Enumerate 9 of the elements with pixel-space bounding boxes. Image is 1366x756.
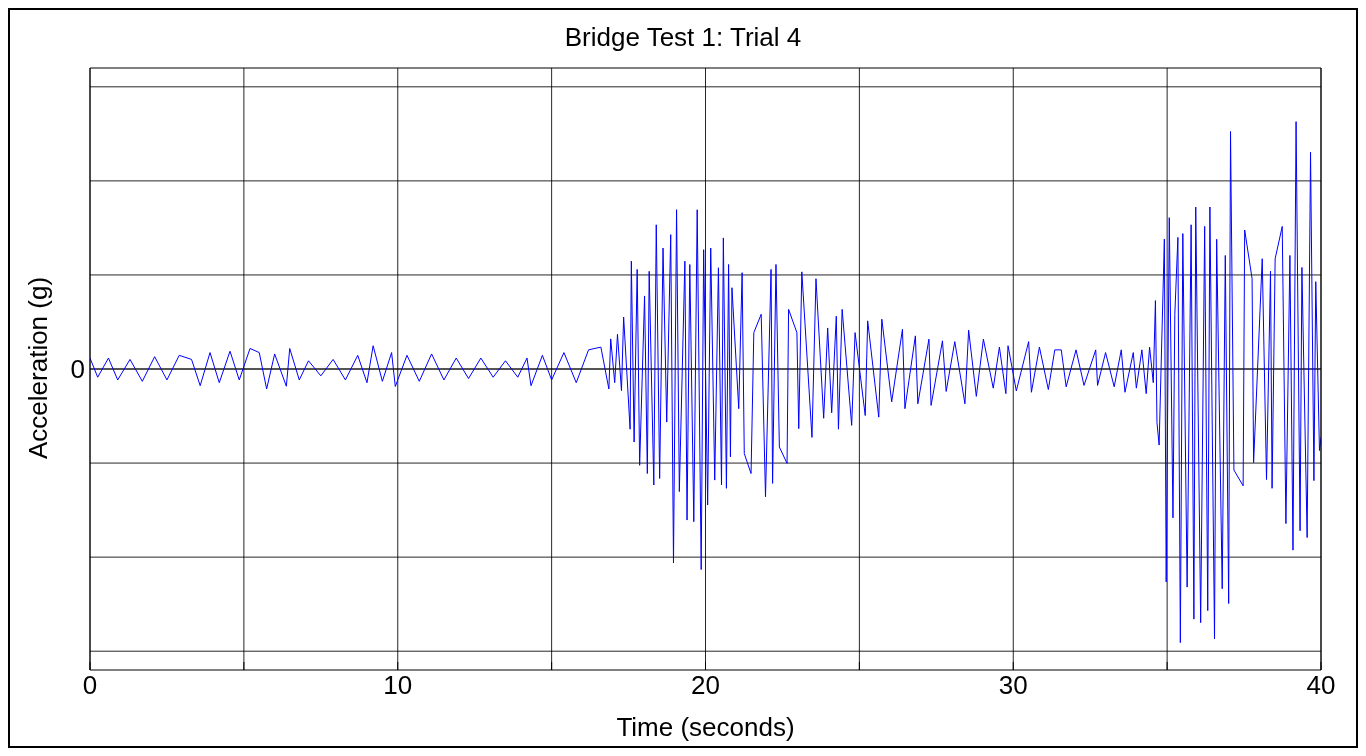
ref-line-label: 0 [70,354,85,385]
x-tick-label: 10 [383,670,413,701]
x-tick-label: 30 [998,670,1028,701]
x-tick-label: 40 [1306,670,1336,701]
y-axis-title: Acceleration (g) [23,276,54,459]
x-tick-label: 20 [691,670,720,701]
x-axis-title: Time (seconds) [616,712,795,742]
x-tick-label: 0 [82,670,98,701]
chart-title: Bridge Test 1: Trial 4 [563,22,803,53]
